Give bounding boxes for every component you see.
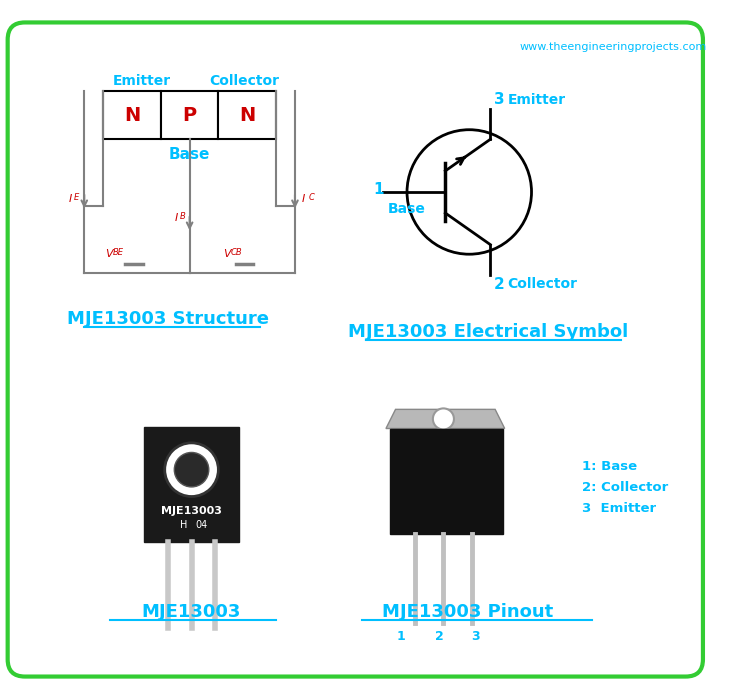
Text: Collector: Collector: [209, 74, 279, 88]
Bar: [161, 92, 218, 139]
Text: 3  Emitter: 3 Emitter: [582, 503, 657, 515]
Text: www.theengineeringprojects.com: www.theengineeringprojects.com: [519, 42, 706, 52]
Text: 3: 3: [472, 630, 480, 642]
Text: Collector: Collector: [508, 278, 577, 291]
Text: N: N: [124, 106, 140, 125]
Text: 1: 1: [397, 630, 406, 642]
Text: Base: Base: [388, 201, 426, 215]
Text: MJE13003: MJE13003: [161, 506, 222, 516]
Text: 2: 2: [436, 630, 444, 642]
Text: P: P: [183, 106, 197, 125]
Text: MJE13003 Electrical Symbol: MJE13003 Electrical Symbol: [348, 323, 628, 341]
Text: E: E: [73, 192, 79, 201]
Text: B: B: [180, 212, 186, 221]
Text: I: I: [68, 194, 72, 203]
Text: 2: 2: [494, 278, 505, 292]
Text: 1: 1: [373, 182, 384, 197]
Text: 3: 3: [494, 92, 505, 107]
Text: V: V: [223, 250, 231, 259]
FancyBboxPatch shape: [7, 22, 703, 677]
Text: CB: CB: [231, 248, 243, 257]
Polygon shape: [386, 410, 505, 428]
Text: Emitter: Emitter: [508, 93, 565, 107]
Text: N: N: [239, 106, 255, 125]
Bar: [218, 92, 276, 139]
Bar: [103, 92, 161, 139]
Circle shape: [433, 408, 454, 429]
Text: I: I: [302, 194, 305, 203]
Text: MJE13003: MJE13003: [142, 603, 241, 621]
Text: 1: Base: 1: Base: [582, 461, 637, 473]
Text: Base: Base: [169, 147, 210, 162]
Text: I: I: [175, 212, 178, 223]
Bar: [144, 426, 240, 542]
Text: Emitter: Emitter: [113, 74, 171, 88]
Text: MJE13003 Structure: MJE13003 Structure: [67, 310, 269, 328]
Text: H: H: [180, 520, 188, 531]
Text: BE: BE: [113, 248, 124, 257]
Bar: [390, 428, 503, 534]
Text: C: C: [309, 192, 315, 201]
Text: 04: 04: [195, 520, 207, 531]
Circle shape: [165, 443, 218, 496]
Text: MJE13003 Pinout: MJE13003 Pinout: [381, 603, 553, 621]
Circle shape: [174, 452, 209, 487]
Text: 2: Collector: 2: Collector: [582, 482, 669, 494]
Text: V: V: [105, 250, 113, 259]
